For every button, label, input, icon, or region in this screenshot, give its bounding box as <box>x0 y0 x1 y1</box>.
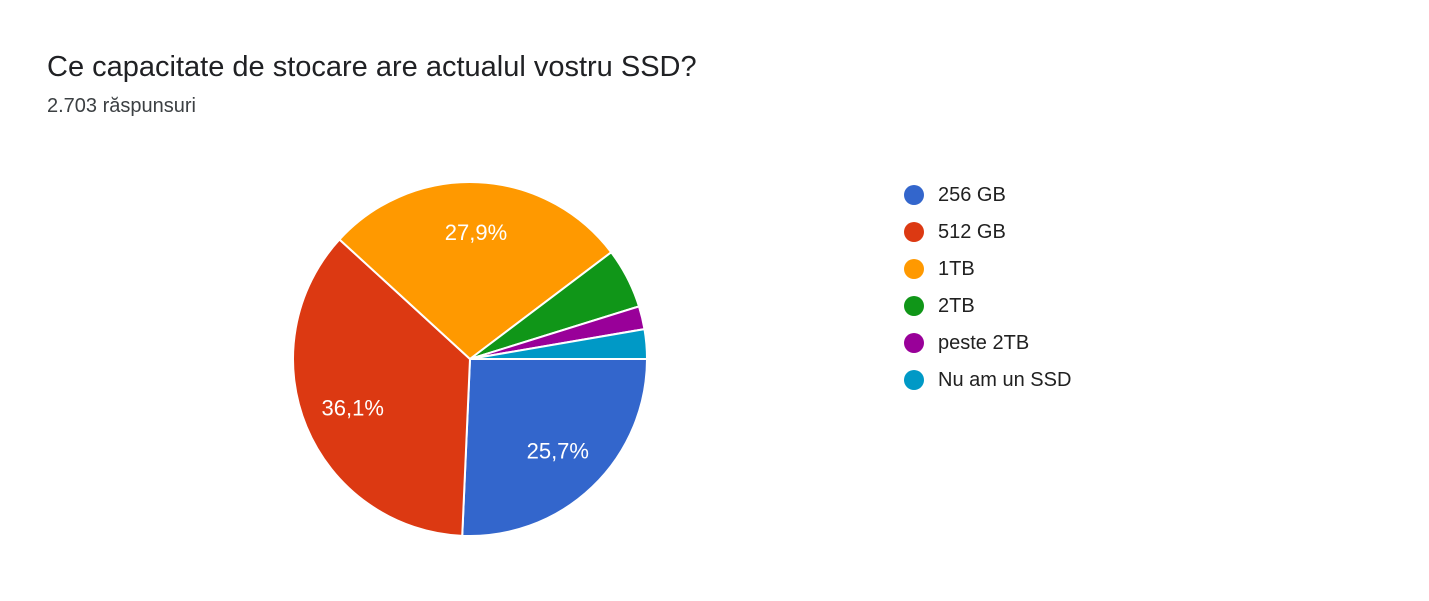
legend-item-2tb: 2TB <box>904 296 1071 316</box>
legend-item-label-256-gb: 256 GB <box>938 184 1006 206</box>
legend-color-swatch-512-gb <box>904 222 924 242</box>
legend-item-label-2tb: 2TB <box>938 295 975 317</box>
slice-percent-label-512-gb: 36,1% <box>322 395 384 420</box>
pie-chart: 25,7% 36,1% 27,9% <box>292 181 648 537</box>
question-title: Ce capacitate de stocare are actualul vo… <box>47 51 697 83</box>
legend-item-1tb: 1TB <box>904 259 1071 279</box>
pie-slice-nu-am-un-ssd[interactable] <box>469 328 648 360</box>
response-count: 2.703 răspunsuri <box>47 95 196 117</box>
legend-color-swatch-nu-am-un-ssd <box>904 370 924 390</box>
legend-item-peste-2tb: peste 2TB <box>904 333 1071 353</box>
pie-slice-1tb[interactable] <box>338 181 613 360</box>
slice-percent-label-256-gb: 25,7% <box>527 439 589 464</box>
legend-item-label-512-gb: 512 GB <box>938 221 1006 243</box>
legend-color-swatch-256-gb <box>904 185 924 205</box>
legend-item-nu-am-un-ssd: Nu am un SSD <box>904 370 1071 390</box>
legend-item-label-1tb: 1TB <box>938 258 975 280</box>
chart-legend: 256 GB 512 GB 1TB 2TB peste 2TB Nu am un SSD <box>904 185 1071 407</box>
legend-item-label-peste-2tb: peste 2TB <box>938 332 1030 354</box>
legend-item-256-gb: 256 GB <box>904 185 1071 205</box>
slice-percent-label-1tb: 27,9% <box>445 220 507 245</box>
legend-color-swatch-1tb <box>904 259 924 279</box>
legend-color-swatch-peste-2tb <box>904 333 924 353</box>
pie-slice-256-gb[interactable] <box>461 358 648 537</box>
legend-item-512-gb: 512 GB <box>904 222 1071 242</box>
pie-slice-512-gb[interactable] <box>292 238 471 537</box>
legend-color-swatch-2tb <box>904 296 924 316</box>
legend-item-label-nu-am-un-ssd: Nu am un SSD <box>938 369 1072 391</box>
